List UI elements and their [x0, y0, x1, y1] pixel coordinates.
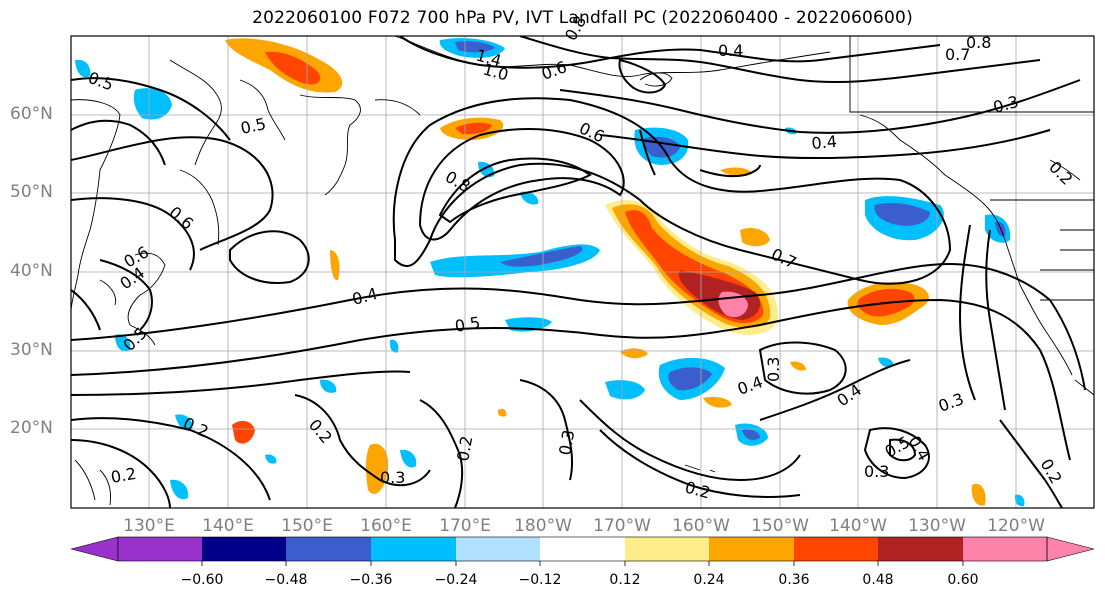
- colorbar-tick-label: −0.24: [434, 572, 478, 588]
- lon-label-170w: 170°W: [593, 516, 651, 536]
- colorbar-bin-3: [286, 537, 371, 561]
- lon-label-170e: 170°E: [439, 516, 491, 536]
- contour-label: 0.4: [811, 132, 838, 153]
- colorbar-arrow-right: [1046, 536, 1095, 562]
- contour-label: 0.3: [380, 468, 405, 487]
- colorbar-tick-label: −0.36: [349, 572, 393, 588]
- colorbar-tick-label: −0.12: [518, 572, 562, 588]
- pv-contours: [71, 36, 1086, 508]
- colorbar-bin-7: [625, 537, 709, 561]
- lat-label-30n: 30°N: [10, 340, 53, 360]
- colorbar-bin-8: [709, 537, 794, 561]
- colorbar-tick-label: −0.60: [180, 572, 224, 588]
- contour-label: 0.2: [109, 464, 137, 487]
- map-title: 2022060100 F072 700 hPa PV, IVT Landfall…: [252, 8, 913, 28]
- colorbar-bin-1: [118, 537, 202, 561]
- contour-label: 0.5: [239, 114, 268, 138]
- colorbar-tick-label: 0.60: [947, 572, 979, 588]
- contour-label: 0.2: [453, 434, 476, 462]
- lon-label-150e: 150°E: [281, 516, 333, 536]
- colorbar-bin-10: [878, 537, 963, 561]
- colorbar-tick-label: 0.12: [609, 572, 641, 588]
- contour-label: 0.4: [718, 41, 743, 60]
- contour-label: 0.3: [764, 357, 783, 382]
- colorbar-bin-4: [371, 537, 456, 561]
- lon-label-160e: 160°E: [360, 516, 412, 536]
- colorbar-tick-label: 0.24: [693, 572, 725, 588]
- colorbar-bin-5: [456, 537, 540, 561]
- coastlines: [71, 36, 1094, 506]
- contour-label: 0.3: [864, 462, 889, 481]
- contour-label: 0.5: [453, 313, 481, 336]
- lat-label-50n: 50°N: [10, 182, 53, 202]
- colorbar-tick-label: 0.36: [778, 572, 810, 588]
- lon-label-160w: 160°W: [672, 516, 730, 536]
- map-frame: [70, 35, 1095, 509]
- lon-label-140w: 140°W: [829, 516, 887, 536]
- contour-label: 0.7: [945, 45, 970, 64]
- lon-label-120w: 120°W: [987, 516, 1045, 536]
- lon-label-130e: 130°E: [123, 516, 175, 536]
- colorbar: [70, 536, 1095, 566]
- colorbar-arrow-left: [70, 536, 119, 562]
- colorbar-bin-6: [540, 537, 625, 561]
- colorbar-tick-label: −0.48: [264, 572, 308, 588]
- colorbar-bin-11: [963, 537, 1047, 561]
- contour-label: 0.8: [966, 33, 991, 52]
- colorbar-bin-9: [794, 537, 878, 561]
- positive-anomaly-kamchatka: [225, 38, 343, 93]
- lon-label-180w: 180°W: [514, 516, 572, 536]
- lat-label-20n: 20°N: [10, 418, 53, 438]
- lat-label-40n: 40°N: [10, 261, 53, 281]
- colorbar-bin-2: [202, 537, 286, 561]
- lon-label-140e: 140°E: [202, 516, 254, 536]
- colorbar-tick-label: 0.48: [862, 572, 894, 588]
- lon-label-130w: 130°W: [908, 516, 966, 536]
- contour-label: 0.3: [555, 428, 578, 456]
- colorbar-frame: [117, 536, 1048, 562]
- lon-label-150w: 150°W: [751, 516, 809, 536]
- lat-label-60n: 60°N: [10, 104, 53, 124]
- shaded-anomalies: [75, 38, 1025, 507]
